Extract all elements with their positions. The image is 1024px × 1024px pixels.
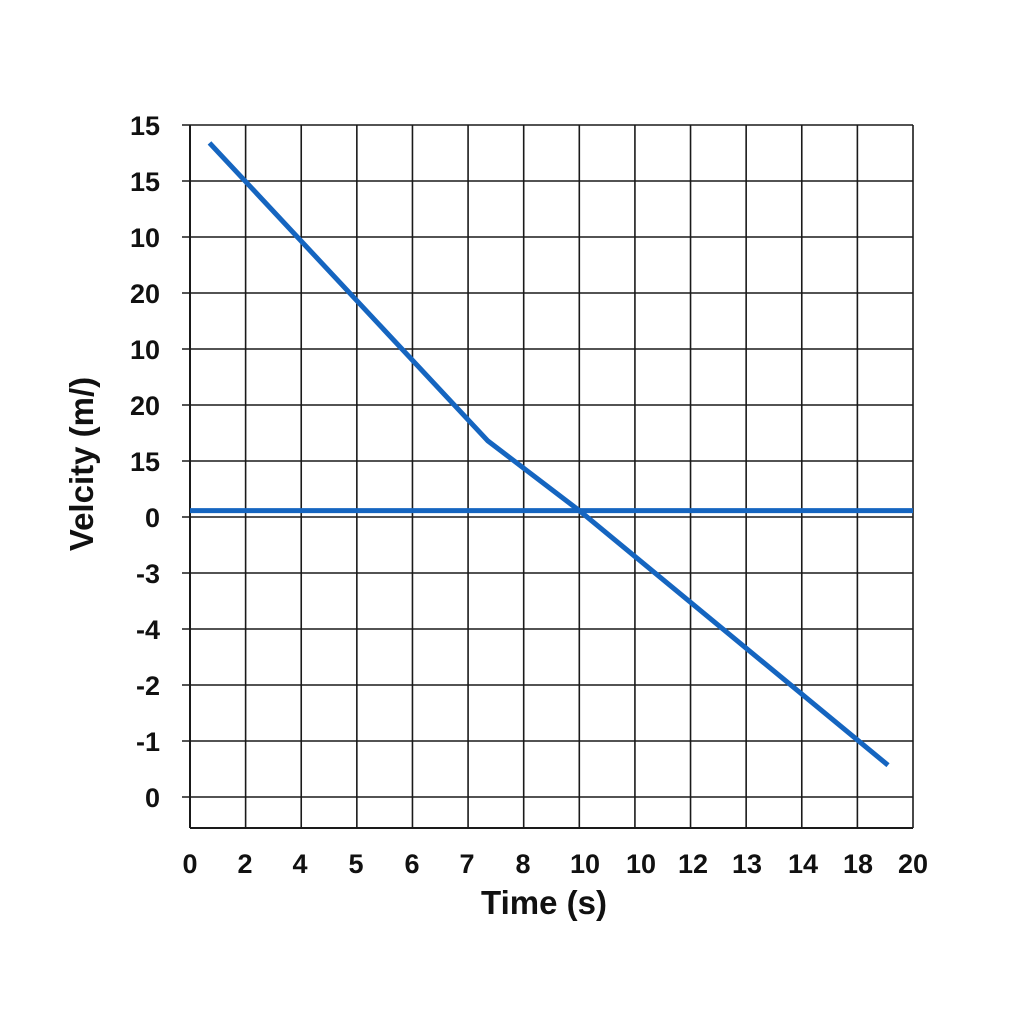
- x-tick-label: 14: [788, 849, 818, 879]
- y-tick-label: 0: [145, 503, 160, 533]
- y-tick-label: -2: [136, 671, 160, 701]
- grid: [182, 124, 914, 829]
- x-tick-label: 13: [732, 849, 762, 879]
- x-tick-label: 10: [570, 849, 600, 879]
- y-tick-label: 20: [130, 279, 160, 309]
- y-tick-label: 0: [145, 783, 160, 813]
- y-tick-label: -3: [136, 559, 160, 589]
- y-tick-label: -4: [136, 615, 160, 645]
- x-axis-title: Time (s): [481, 884, 607, 921]
- x-tick-label: 10: [626, 849, 656, 879]
- y-tick-label: 15: [130, 111, 160, 141]
- series-line-velocity: [207, 141, 890, 768]
- x-tick-label: 0: [182, 849, 197, 879]
- x-tick-label: 2: [237, 849, 252, 879]
- x-tick-label: 20: [898, 849, 928, 879]
- x-tick-label: 8: [515, 849, 530, 879]
- x-tick-label: 6: [404, 849, 419, 879]
- y-tick-label: 15: [130, 167, 160, 197]
- y-tick-label: 10: [130, 223, 160, 253]
- y-tick-label: 20: [130, 391, 160, 421]
- x-tick-labels: 0 2 4 5 6 7 8 10 10 12 13 14 18 20: [182, 849, 928, 879]
- y-tick-labels: 15 15 10 20 10 20 15 0 -3 -4 -2 -1 0: [130, 111, 160, 813]
- y-tick-label: 10: [130, 335, 160, 365]
- series-group: [190, 141, 913, 768]
- x-tick-label: 4: [292, 849, 307, 879]
- x-tick-label: 18: [843, 849, 873, 879]
- x-tick-label: 7: [459, 849, 474, 879]
- x-tick-label: 5: [348, 849, 363, 879]
- y-tick-label: 15: [130, 447, 160, 477]
- y-tick-label: -1: [136, 727, 160, 757]
- y-axis-title: Velcity (m/): [63, 377, 100, 551]
- x-tick-label: 12: [678, 849, 708, 879]
